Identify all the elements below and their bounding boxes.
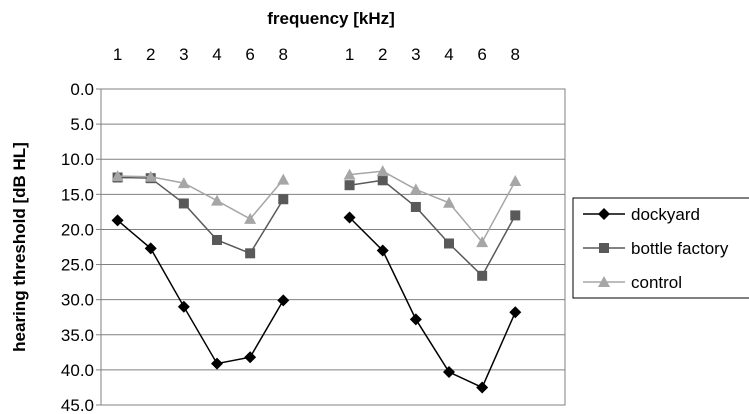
- y-tick-label: 10.0: [61, 150, 94, 169]
- y-tick-label: 35.0: [61, 326, 94, 345]
- data-point-dockyard: [443, 365, 455, 378]
- x-tick-label: 1: [345, 45, 354, 64]
- y-tick-labels: 0.0 5.0 10.0 15.0 20.0 25.0 30.0 35.0 40.0 45.0: [61, 80, 94, 414]
- data-point-dockyard: [244, 351, 257, 364]
- legend-label-control: control: [631, 273, 682, 292]
- data-point-bottle-factory: [212, 234, 222, 245]
- x-tick-label: 8: [511, 45, 520, 64]
- series-line-dockyard: [349, 216, 516, 389]
- y-tick-label: 15.0: [61, 185, 94, 204]
- data-point-bottle-factory: [278, 194, 289, 205]
- x-tick-label: 8: [279, 45, 288, 64]
- legend-label-dockyard: dockyard: [631, 205, 700, 224]
- data-point-control: [409, 183, 422, 195]
- legend-marker-bottle-factory: [599, 243, 609, 253]
- x-tick-label: 3: [411, 45, 420, 64]
- y-tick-label: 0.0: [70, 80, 94, 99]
- data-point-bottle-factory: [245, 248, 256, 259]
- data-point-dockyard: [476, 381, 489, 394]
- series-line-control: [117, 175, 284, 220]
- x-tick-label: 2: [378, 45, 387, 64]
- data-point-control: [509, 174, 522, 186]
- data-point-bottle-factory: [477, 270, 488, 281]
- data-point-dockyard: [211, 357, 223, 370]
- legend-marker-control: [598, 276, 610, 287]
- y-tick-label: 40.0: [61, 361, 94, 380]
- x-tick-label: 3: [179, 45, 188, 64]
- x-tick-label: 2: [146, 45, 155, 64]
- x-tick-label: 6: [245, 45, 254, 64]
- x-tick-label: 6: [477, 45, 486, 64]
- x-tick-labels: 1 2 3 4 6 8 1 2 3 4 6 8: [113, 45, 520, 64]
- data-point-dockyard: [177, 300, 190, 313]
- y-axis-title: hearing threshold [dB HL]: [10, 142, 29, 352]
- x-axis-title: frequency [kHz]: [267, 9, 395, 28]
- data-point-bottle-factory: [410, 201, 421, 212]
- x-tick-label: 1: [113, 45, 122, 64]
- data-point-dockyard: [277, 294, 290, 307]
- data-point-control: [211, 194, 223, 206]
- data-point-control: [277, 173, 290, 185]
- data-point-control: [244, 212, 257, 224]
- data-point-bottle-factory: [344, 180, 355, 191]
- data-point-control: [443, 196, 455, 208]
- data-point-control: [376, 165, 389, 177]
- data-point-dockyard: [376, 244, 389, 257]
- data-point-control: [177, 177, 190, 189]
- legend-marker-dockyard: [598, 208, 610, 220]
- data-point-control: [111, 170, 124, 182]
- data-point-dockyard: [409, 313, 422, 326]
- x-tick-label: 4: [212, 45, 221, 64]
- data-point-control: [343, 168, 356, 180]
- data-point-dockyard: [111, 214, 124, 227]
- data-point-bottle-factory: [510, 210, 521, 221]
- series-line-bottle-factory: [117, 176, 284, 255]
- series-line-control: [349, 170, 516, 244]
- data-point-bottle-factory: [444, 238, 454, 249]
- legend-label-bottle-factory: bottle factory: [631, 239, 729, 258]
- series-line-bottle-factory: [349, 179, 516, 278]
- data-point-bottle-factory: [377, 175, 388, 186]
- y-tick-label: 30.0: [61, 291, 94, 310]
- data-point-dockyard: [509, 306, 522, 319]
- data-point-dockyard: [343, 211, 356, 224]
- data-series: [111, 165, 522, 394]
- data-point-control: [476, 236, 489, 248]
- series-line-dockyard: [117, 219, 284, 365]
- data-point-dockyard: [144, 242, 157, 255]
- y-tick-label: 5.0: [70, 115, 94, 134]
- y-tick-label: 45.0: [61, 396, 94, 414]
- data-point-bottle-factory: [178, 198, 189, 209]
- y-tick-label: 20.0: [61, 220, 94, 239]
- x-tick-label: 4: [444, 45, 453, 64]
- y-tick-label: 25.0: [61, 256, 94, 275]
- grid-lines: [96, 88, 565, 406]
- data-point-control: [144, 170, 157, 182]
- legend: dockyard bottle factory control: [572, 197, 749, 299]
